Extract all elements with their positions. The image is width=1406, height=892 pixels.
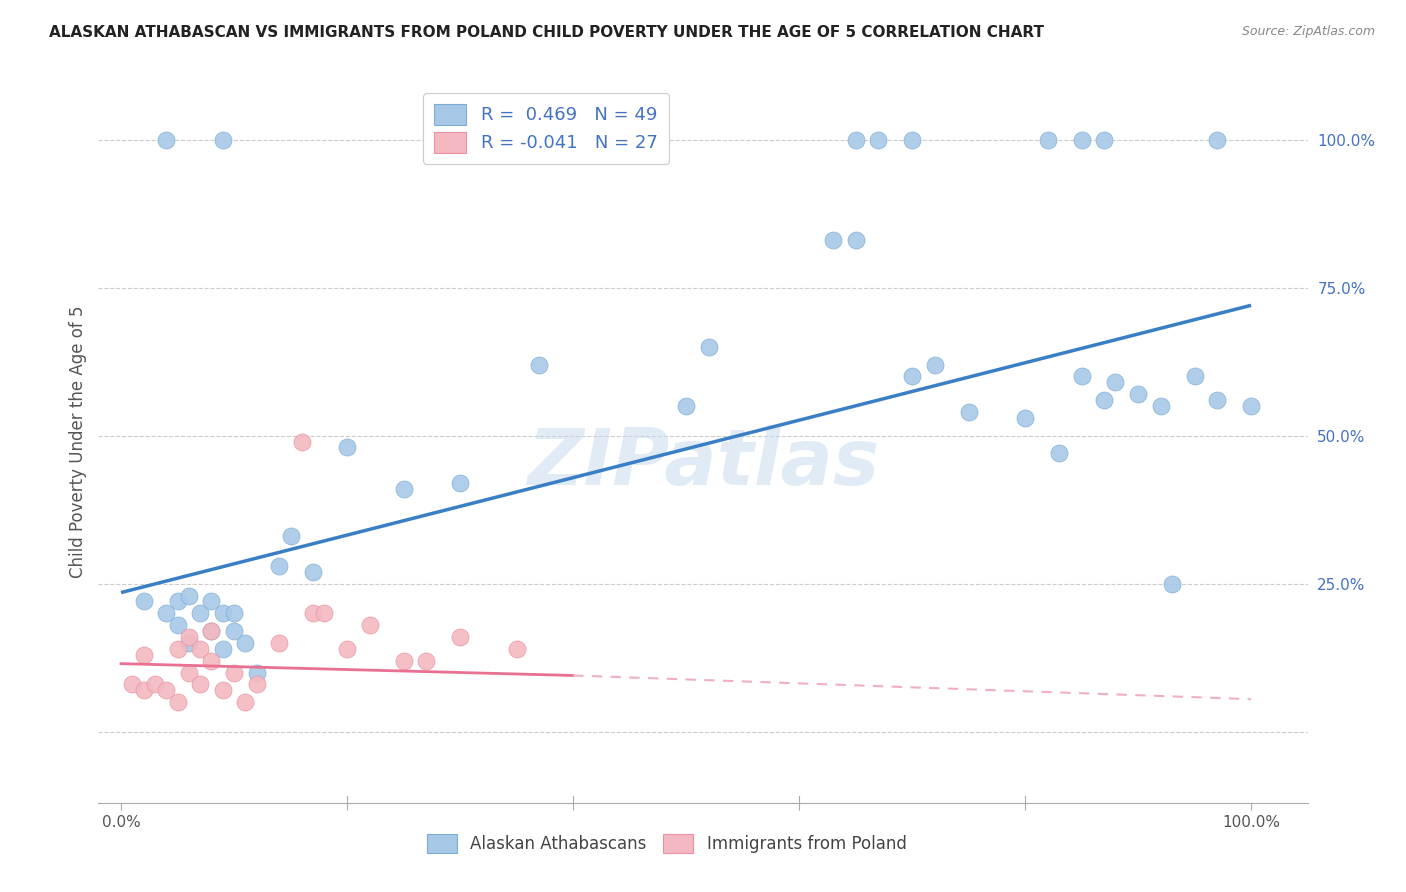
Alaskan Athabascans <box>821 233 844 247</box>
Alaskan Athabascans <box>166 618 188 632</box>
Alaskan Athabascans <box>302 565 325 579</box>
Immigrants from Poland <box>211 683 233 698</box>
Alaskan Athabascans <box>924 358 946 372</box>
Alaskan Athabascans <box>527 358 550 372</box>
Alaskan Athabascans <box>1092 132 1115 146</box>
Immigrants from Poland <box>302 607 325 621</box>
Immigrants from Poland <box>392 654 415 668</box>
Alaskan Athabascans <box>845 233 868 247</box>
Alaskan Athabascans <box>155 607 177 621</box>
Alaskan Athabascans <box>449 475 471 490</box>
Text: Source: ZipAtlas.com: Source: ZipAtlas.com <box>1241 25 1375 38</box>
Y-axis label: Child Poverty Under the Age of 5: Child Poverty Under the Age of 5 <box>69 305 87 578</box>
Alaskan Athabascans <box>200 624 222 638</box>
Immigrants from Poland <box>155 683 177 698</box>
Immigrants from Poland <box>166 641 188 656</box>
Immigrants from Poland <box>188 641 211 656</box>
Immigrants from Poland <box>177 630 200 644</box>
Immigrants from Poland <box>359 618 381 632</box>
Alaskan Athabascans <box>901 132 924 146</box>
Immigrants from Poland <box>291 434 314 449</box>
Immigrants from Poland <box>415 654 437 668</box>
Alaskan Athabascans <box>1047 446 1070 460</box>
Immigrants from Poland <box>449 630 471 644</box>
Immigrants from Poland <box>132 683 155 698</box>
Alaskan Athabascans <box>845 132 868 146</box>
Alaskan Athabascans <box>155 132 177 146</box>
Alaskan Athabascans <box>957 405 980 419</box>
Alaskan Athabascans <box>1240 399 1263 413</box>
Alaskan Athabascans <box>1126 387 1149 401</box>
Immigrants from Poland <box>200 624 222 638</box>
Alaskan Athabascans <box>132 594 155 608</box>
Alaskan Athabascans <box>1150 399 1173 413</box>
Alaskan Athabascans <box>1104 376 1126 390</box>
Immigrants from Poland <box>188 677 211 691</box>
Alaskan Athabascans <box>392 482 415 496</box>
Alaskan Athabascans <box>675 399 697 413</box>
Alaskan Athabascans <box>222 607 245 621</box>
Alaskan Athabascans <box>246 665 269 680</box>
Alaskan Athabascans <box>697 340 720 354</box>
Alaskan Athabascans <box>166 594 188 608</box>
Alaskan Athabascans <box>1036 132 1059 146</box>
Immigrants from Poland <box>246 677 269 691</box>
Alaskan Athabascans <box>1206 393 1229 408</box>
Legend: Alaskan Athabascans, Immigrants from Poland: Alaskan Athabascans, Immigrants from Pol… <box>420 827 912 860</box>
Immigrants from Poland <box>505 641 527 656</box>
Immigrants from Poland <box>166 695 188 709</box>
Alaskan Athabascans <box>1070 132 1092 146</box>
Alaskan Athabascans <box>1206 132 1229 146</box>
Immigrants from Poland <box>200 654 222 668</box>
Immigrants from Poland <box>143 677 166 691</box>
Text: ALASKAN ATHABASCAN VS IMMIGRANTS FROM POLAND CHILD POVERTY UNDER THE AGE OF 5 CO: ALASKAN ATHABASCAN VS IMMIGRANTS FROM PO… <box>49 25 1045 40</box>
Alaskan Athabascans <box>901 369 924 384</box>
Alaskan Athabascans <box>211 132 233 146</box>
Alaskan Athabascans <box>1092 393 1115 408</box>
Alaskan Athabascans <box>211 641 233 656</box>
Alaskan Athabascans <box>177 636 200 650</box>
Immigrants from Poland <box>132 648 155 662</box>
Alaskan Athabascans <box>211 607 233 621</box>
Immigrants from Poland <box>222 665 245 680</box>
Immigrants from Poland <box>177 665 200 680</box>
Immigrants from Poland <box>314 607 336 621</box>
Alaskan Athabascans <box>188 607 211 621</box>
Immigrants from Poland <box>336 641 359 656</box>
Alaskan Athabascans <box>222 624 245 638</box>
Alaskan Athabascans <box>269 558 291 573</box>
Immigrants from Poland <box>121 677 143 691</box>
Alaskan Athabascans <box>336 441 359 455</box>
Text: ZIPatlas: ZIPatlas <box>527 425 879 501</box>
Alaskan Athabascans <box>200 594 222 608</box>
Alaskan Athabascans <box>1161 576 1184 591</box>
Alaskan Athabascans <box>280 529 302 543</box>
Alaskan Athabascans <box>233 636 256 650</box>
Alaskan Athabascans <box>1070 369 1092 384</box>
Alaskan Athabascans <box>177 589 200 603</box>
Alaskan Athabascans <box>1184 369 1206 384</box>
Immigrants from Poland <box>233 695 256 709</box>
Alaskan Athabascans <box>868 132 890 146</box>
Alaskan Athabascans <box>1014 410 1036 425</box>
Immigrants from Poland <box>269 636 291 650</box>
